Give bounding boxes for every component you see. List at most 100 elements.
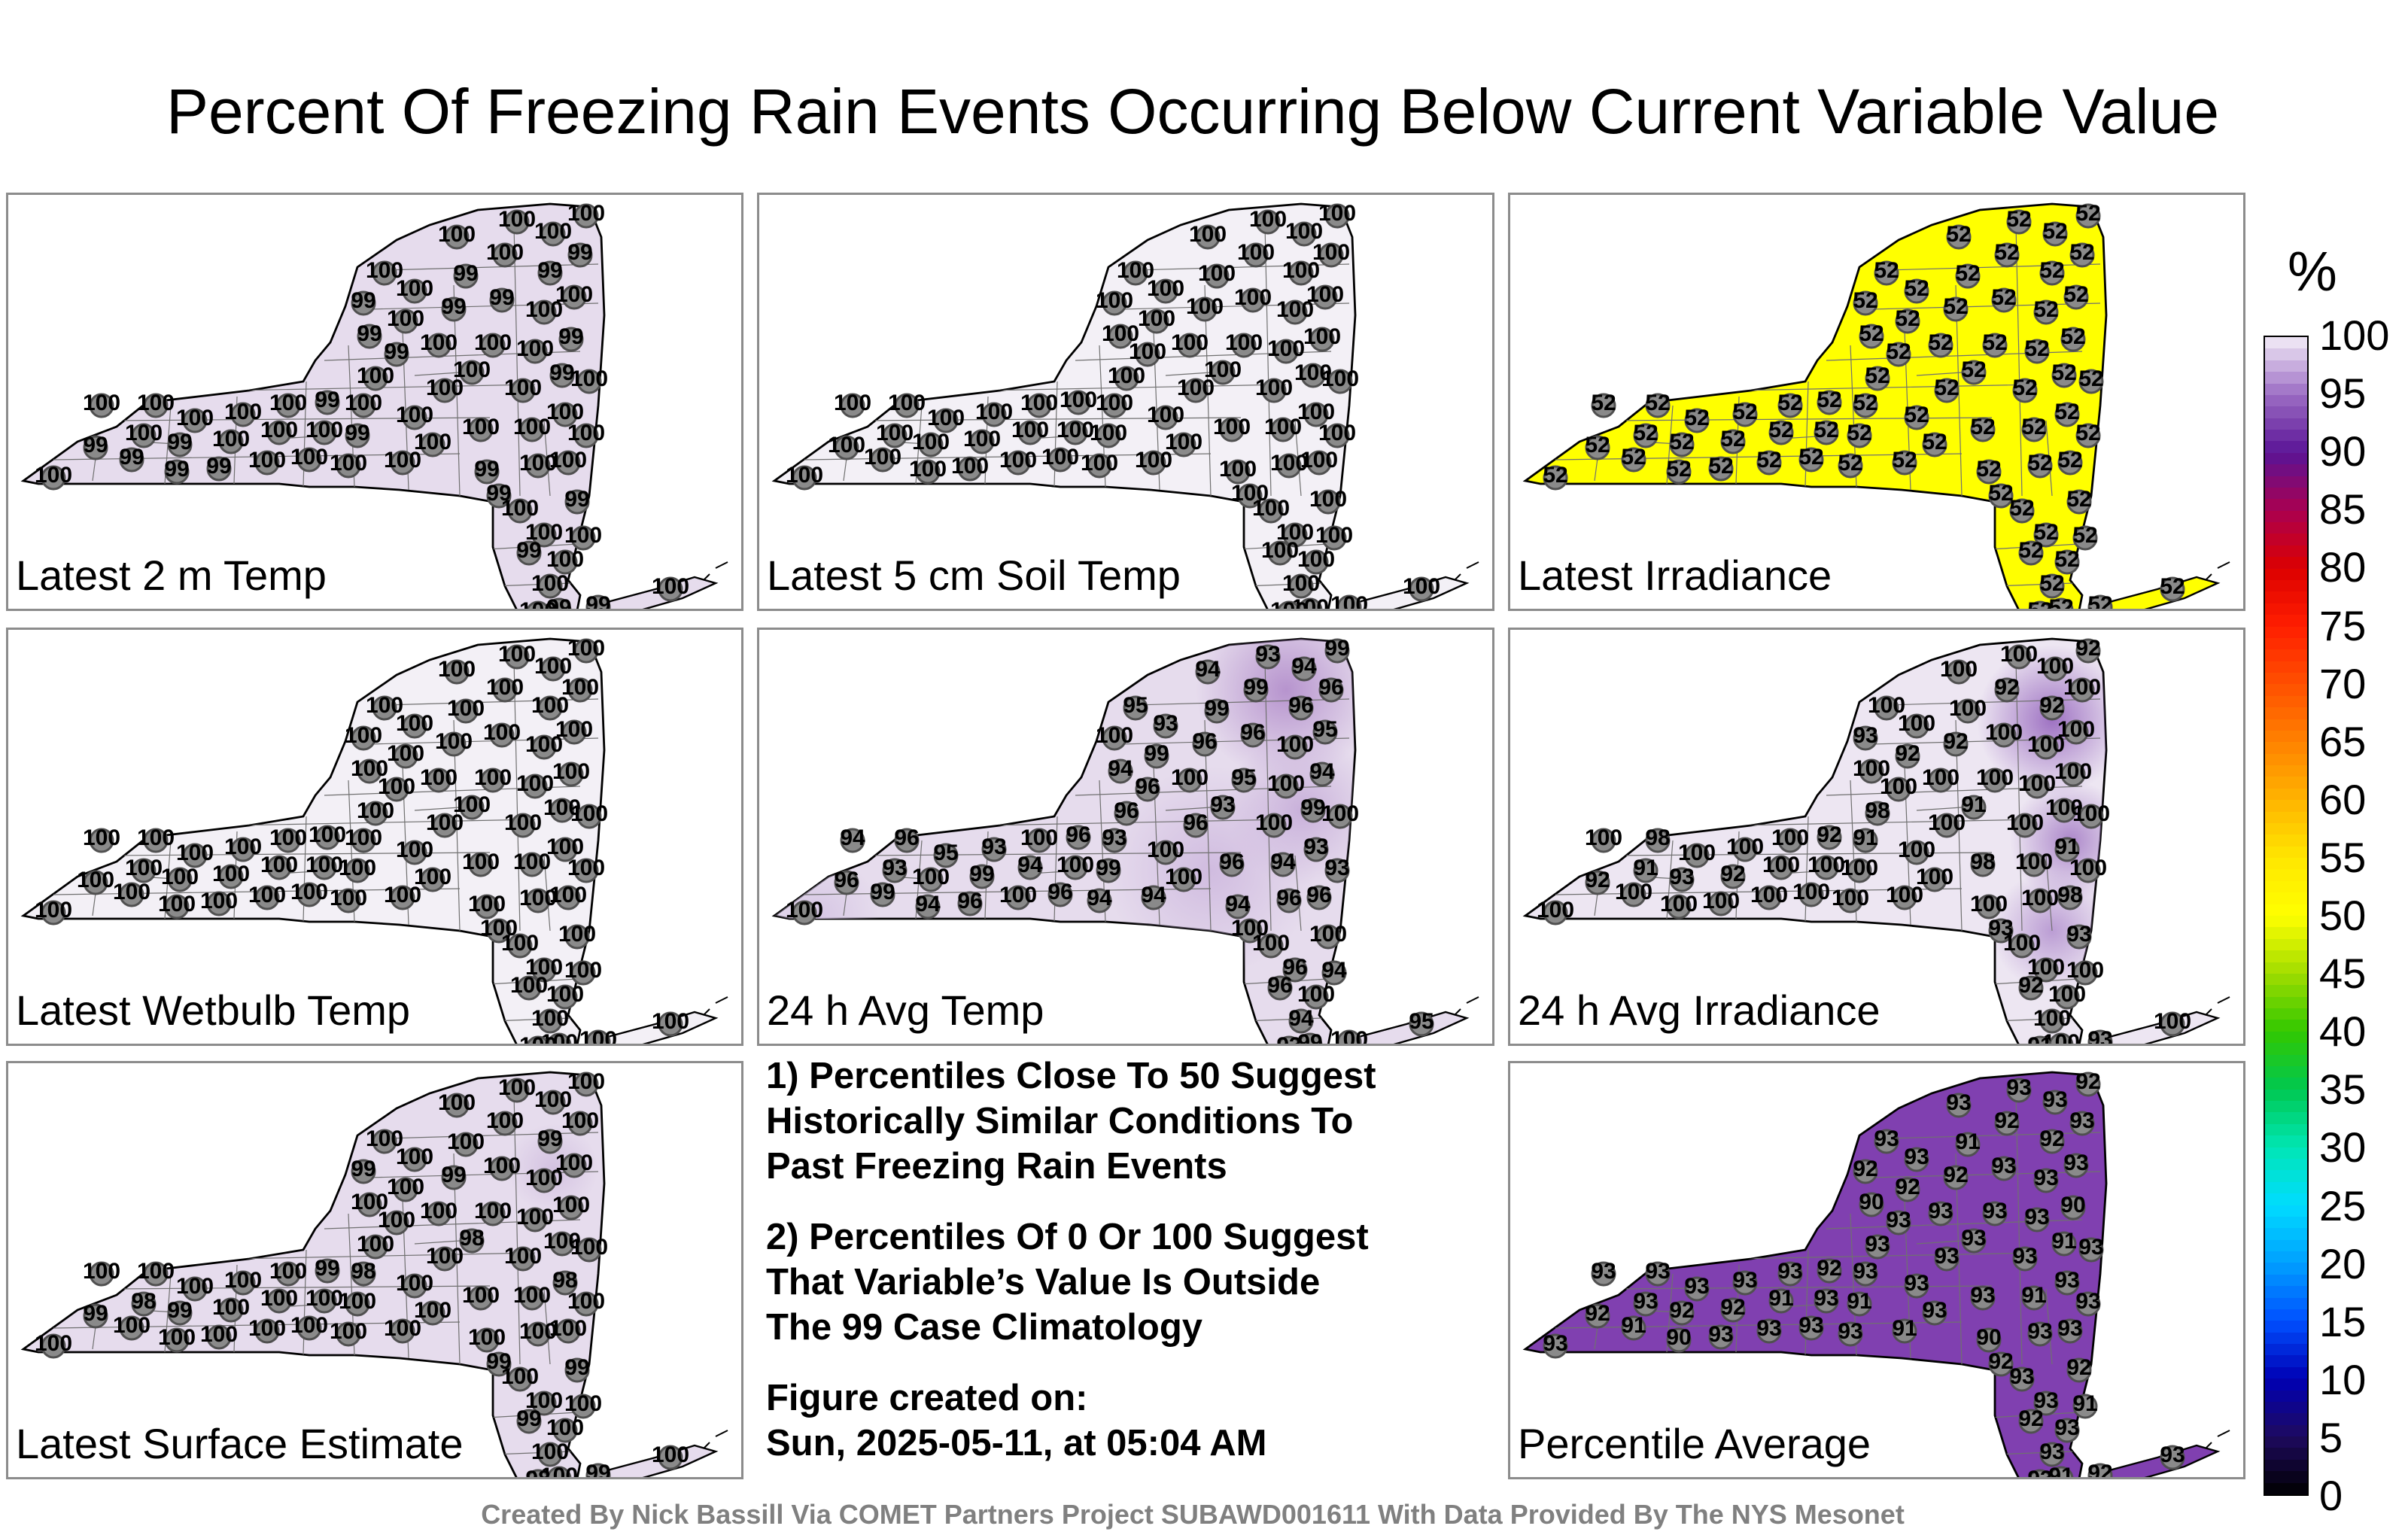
station-marker: 52 (2078, 366, 2104, 394)
coast-detail (1454, 996, 1479, 1016)
station-marker: 100 (480, 916, 518, 944)
station-dot (1087, 453, 1112, 479)
station-value: 100 (546, 400, 584, 424)
station-value: 93 (2054, 1268, 2079, 1293)
station-value: 100 (567, 1289, 605, 1314)
station-dot (2024, 774, 2050, 799)
station-value: 52 (1922, 430, 1947, 454)
colorbar-band (2265, 372, 2307, 384)
station-dot (1994, 677, 2020, 703)
colorbar-band (2265, 452, 2307, 465)
colorbar-band (2265, 777, 2307, 789)
station-dot (1904, 1147, 1929, 1172)
station-marker: 99 (167, 430, 193, 457)
station-marker: 100 (2045, 795, 2083, 823)
station-dot (915, 459, 941, 485)
station-marker: 100 (1297, 400, 1335, 427)
station-dot (1321, 525, 1347, 551)
station-dot (402, 713, 427, 739)
station-value: 93 (2027, 1319, 2052, 1344)
station-marker: 100 (546, 1415, 584, 1443)
colorbar-band (2265, 834, 2307, 847)
station-dot (1946, 1093, 1972, 1118)
colorbar-band (2265, 1459, 2307, 1472)
station-value: 100 (498, 1075, 536, 1100)
station-value: 100 (1189, 222, 1227, 247)
station-dot (1904, 1273, 1929, 1299)
station-marker: 99 (564, 487, 590, 515)
colorbar-band (2265, 1378, 2307, 1391)
notes-text: 1) Percentiles Close To 50 Suggest Histo… (766, 1053, 1488, 1466)
station-dot (1153, 713, 1178, 739)
station-dot (315, 390, 340, 415)
station-marker: 52 (1934, 375, 1960, 403)
station-dot (537, 260, 563, 286)
station-value: 93 (1543, 1331, 1567, 1356)
station-marker: 98 (459, 1226, 485, 1254)
colorbar-tick-label: 55 (2319, 833, 2367, 881)
station-dot (1777, 828, 1803, 853)
station-value: 100 (1330, 592, 1368, 611)
station-value: 52 (2009, 496, 2034, 521)
station-marker: 100 (357, 798, 394, 826)
station-value: 100 (519, 886, 557, 910)
station-marker: 52 (1633, 421, 1659, 448)
station-dot (459, 1228, 485, 1254)
colorbar-band (2265, 626, 2307, 639)
station-value: 100 (579, 1027, 617, 1046)
station-dot (486, 483, 512, 509)
station-value: 52 (1982, 330, 2007, 355)
station-marker: 100 (1096, 723, 1133, 751)
station-value: 100 (1615, 880, 1652, 904)
station-value: 100 (567, 201, 605, 226)
county-line (1735, 384, 2038, 391)
station-marker: 92 (1585, 868, 1610, 895)
station-value: 99 (453, 261, 478, 286)
county-line (1135, 263, 1350, 271)
station-value: 95 (1123, 693, 1148, 718)
station-value: 100 (525, 732, 563, 757)
station-value: 52 (1645, 391, 1670, 415)
station-value: 92 (1817, 822, 1841, 847)
station-marker: 96 (1240, 720, 1266, 748)
station-marker: 100 (1267, 336, 1305, 364)
station-dot (119, 882, 144, 907)
station-dot (1273, 774, 1299, 799)
colorbar-band (2265, 1251, 2307, 1263)
station-dot (555, 885, 581, 910)
station-value: 100 (564, 523, 602, 548)
station-value: 94 (1141, 883, 1166, 907)
station-dot (1708, 891, 1734, 916)
station-marker: 100 (567, 1289, 605, 1317)
station-marker: 99 (164, 457, 190, 485)
county-line (384, 698, 599, 706)
station-marker: 98 (1970, 850, 1996, 877)
station-value: 100 (2069, 856, 2107, 880)
station-marker: 100 (269, 825, 307, 853)
station-dot (1409, 576, 1434, 602)
station-value: 100 (549, 883, 587, 907)
county-line (384, 263, 599, 271)
station-value: 100 (504, 375, 542, 400)
station-value: 98 (525, 1467, 550, 1479)
station-marker: 100 (516, 336, 554, 364)
station-dot (459, 360, 485, 385)
station-dot (1645, 1261, 1671, 1287)
station-dot (834, 870, 859, 895)
station-value: 100 (426, 375, 464, 400)
station-dot (182, 408, 208, 433)
station-dot (2042, 656, 2068, 682)
station-value: 100 (1234, 285, 1272, 310)
station-dot (2009, 498, 2035, 524)
station-marker: 93 (882, 856, 908, 883)
station-value: 52 (2027, 451, 2052, 476)
station-marker: 52 (2012, 375, 2038, 403)
station-value: 100 (2045, 795, 2083, 820)
station-marker: 100 (1225, 330, 1263, 358)
station-marker: 93 (2075, 1289, 2101, 1317)
station-value: 100 (531, 693, 569, 718)
station-marker: 99 (119, 445, 144, 473)
station-dot (1312, 719, 1338, 745)
station-value: 100 (1922, 765, 1960, 790)
station-dot (1934, 378, 1960, 403)
